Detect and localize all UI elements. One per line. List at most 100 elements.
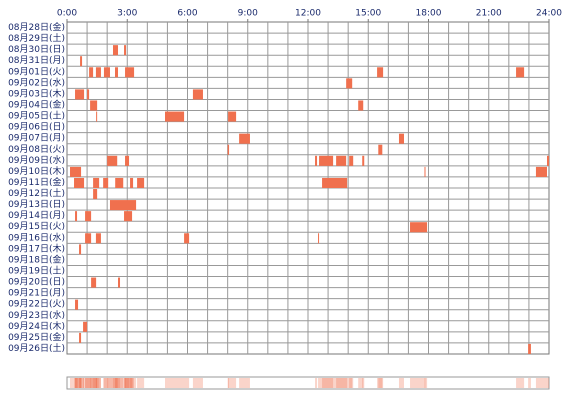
- row-label: 08月31日(月): [8, 55, 65, 66]
- activity-segment: [70, 166, 82, 177]
- overview-segment: [95, 378, 101, 388]
- overview-segment: [74, 378, 85, 388]
- activity-segment: [239, 133, 250, 144]
- overview-segment: [378, 378, 383, 388]
- overview-segment: [95, 378, 101, 388]
- activity-segment: [85, 233, 92, 244]
- overview-segment: [115, 378, 124, 388]
- row-label: 09月04日(金): [8, 99, 65, 111]
- activity-segment: [130, 177, 134, 188]
- x-tick-label: 15:00: [355, 9, 381, 19]
- activity-segment: [93, 177, 100, 188]
- activity-segment: [118, 277, 121, 288]
- overview-segment: [318, 378, 320, 388]
- activity-segment: [103, 177, 109, 188]
- activity-segment: [322, 177, 348, 188]
- overview-segment: [87, 378, 90, 388]
- activity-segment: [109, 200, 137, 211]
- row-label: 09月21日(月): [8, 288, 65, 299]
- activity-segment: [90, 100, 98, 111]
- activity-segment: [228, 111, 237, 122]
- overview-segment: [228, 378, 237, 388]
- activity-segment: [83, 321, 88, 332]
- x-tick-label: 0:00: [57, 9, 77, 19]
- overview-segment: [410, 378, 428, 388]
- activity-segment: [79, 332, 82, 343]
- row-label: 09月11日(金): [8, 176, 65, 188]
- overview-segment: [75, 378, 78, 388]
- row-label: 09月19日(土): [8, 265, 65, 277]
- row-label: 09月01日(火): [8, 66, 65, 77]
- activity-segment: [346, 78, 353, 89]
- overview-segment: [349, 378, 354, 388]
- activity-segment: [535, 166, 547, 177]
- x-tick-label: 24:00: [536, 9, 562, 19]
- activity-segment: [358, 100, 364, 111]
- overview-segment: [336, 378, 347, 388]
- activity-segment: [546, 155, 549, 166]
- activity-segment: [124, 211, 133, 222]
- row-label: 09月15日(火): [8, 221, 65, 232]
- activity-segment: [318, 233, 320, 244]
- activity-segment: [89, 67, 94, 78]
- x-tick-label: 21:00: [476, 9, 502, 19]
- activity-segment: [75, 211, 78, 222]
- activity-segment: [315, 155, 318, 166]
- overview-segment: [165, 378, 185, 388]
- overview-segment: [96, 378, 98, 388]
- overview-segment: [227, 378, 230, 388]
- activity-segment: [410, 222, 428, 233]
- activity-segment: [377, 67, 384, 78]
- activity-segment: [95, 67, 101, 78]
- overview-segment: [79, 378, 82, 388]
- overview-strip: [66, 376, 550, 390]
- overview-segment: [528, 378, 531, 388]
- activity-segment: [336, 155, 347, 166]
- activity-segment: [362, 155, 365, 166]
- activity-segment: [125, 155, 130, 166]
- x-tick-label: 6:00: [177, 9, 197, 19]
- overview-segment: [125, 378, 130, 388]
- activity-segment: [87, 89, 90, 100]
- activity-segment: [85, 211, 92, 222]
- overview-segment: [107, 378, 118, 388]
- row-label: 09月25日(金): [8, 331, 65, 343]
- activity-segment: [79, 244, 82, 255]
- row-label: 09月26日(土): [8, 342, 65, 354]
- overview-segment: [377, 378, 384, 388]
- activity-segment: [349, 155, 354, 166]
- row-label: 08月30日(日): [8, 44, 65, 55]
- overview-segment: [75, 378, 85, 388]
- overview-segment: [358, 378, 364, 388]
- row-label: 09月13日(日): [8, 199, 65, 210]
- row-label: 09月18日(金): [8, 253, 65, 265]
- activity-segment: [125, 67, 135, 78]
- row-label: 09月14日(月): [8, 210, 65, 221]
- activity-segment: [112, 45, 119, 56]
- overview-segment: [125, 378, 135, 388]
- activity-segment: [103, 67, 110, 78]
- overview-segment: [516, 378, 525, 388]
- overview-segment: [362, 378, 365, 388]
- row-label: 09月08日(火): [8, 144, 65, 155]
- overview-segment: [75, 378, 79, 388]
- x-tick-label: 3:00: [117, 9, 137, 19]
- overview-segment: [93, 378, 100, 388]
- activity-segment: [96, 111, 98, 122]
- overview-segment: [322, 378, 348, 388]
- overview-segment: [89, 378, 94, 388]
- row-label: 09月16日(水): [8, 231, 65, 243]
- overview-segment: [103, 378, 109, 388]
- activity-segment: [107, 155, 118, 166]
- overview-segment: [546, 378, 549, 388]
- activity-segment: [227, 144, 230, 155]
- overview-segment: [83, 378, 88, 388]
- row-label: 09月22日(火): [8, 299, 65, 310]
- overview-segment: [114, 378, 119, 388]
- overview-segment: [91, 378, 97, 388]
- row-label: 09月09日(水): [8, 154, 65, 166]
- overview-segment: [124, 378, 127, 388]
- row-label: 09月17日(木): [8, 242, 65, 254]
